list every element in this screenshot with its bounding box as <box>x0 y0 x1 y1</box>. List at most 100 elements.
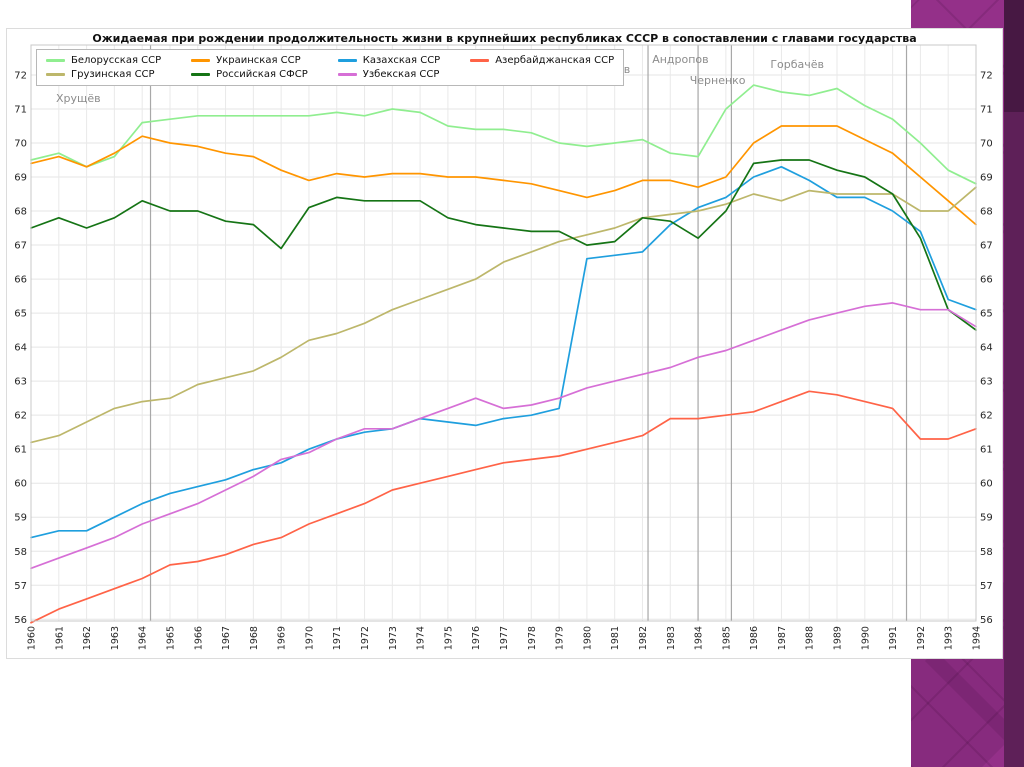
x-tick-label: 1967 <box>221 626 232 650</box>
legend-item: Грузинская ССР <box>46 69 161 80</box>
y-tick-label-left: 65 <box>14 309 27 320</box>
x-tick-label: 1974 <box>416 626 427 650</box>
series-line <box>30 159 977 331</box>
x-tick-label: 1987 <box>777 626 788 650</box>
legend-label: Казахская ССР <box>362 55 441 66</box>
x-tick-label: 1973 <box>388 626 399 650</box>
x-tick-label: 1986 <box>749 626 760 650</box>
y-tick-label-left: 61 <box>14 445 27 456</box>
x-tick-label: 1992 <box>916 626 927 650</box>
leader-label: Горбачёв <box>770 58 824 71</box>
x-tick-label: 1985 <box>721 626 732 650</box>
leader-label: Андропов <box>652 53 708 66</box>
legend-label: Узбекская ССР <box>362 69 440 80</box>
y-tick-label-right: 59 <box>980 513 993 524</box>
y-tick-label-left: 57 <box>14 581 27 592</box>
legend-item: Казахская ССР <box>337 55 441 66</box>
x-tick-label: 1989 <box>833 626 844 650</box>
chart-legend: Белорусская ССР Украинская ССР Казахская С… <box>36 49 625 86</box>
x-tick-label: 1964 <box>138 626 149 650</box>
x-tick-label: 1988 <box>805 626 816 650</box>
x-tick-label: 1972 <box>360 626 371 650</box>
chart-canvas: 56 56 57 57 58 58 59 59 60 60 61 61 62 62 63 63 64 64 65 65… <box>14 44 993 650</box>
x-tick-label: 1983 <box>666 626 677 650</box>
legend-label: Белорусская ССР <box>71 55 162 66</box>
x-tick-label: 1963 <box>110 626 121 650</box>
x-tick-label: 1965 <box>165 626 176 650</box>
legend-swatch <box>46 73 65 76</box>
legend-item: Азербайджанская ССР <box>470 55 614 66</box>
x-tick-label: 1990 <box>860 626 871 650</box>
legend-item: Узбекская ССР <box>337 69 440 80</box>
legend-swatch <box>337 59 357 62</box>
series-line <box>30 165 977 539</box>
x-tick-label: 1980 <box>582 626 593 650</box>
leader-label: Черненко <box>690 74 746 87</box>
x-tick-label: 1961 <box>54 626 65 650</box>
y-tick-label-right: 58 <box>980 547 993 558</box>
x-tick-label: 1968 <box>249 626 260 650</box>
legend-label: Грузинская ССР <box>71 69 155 80</box>
y-tick-label-right: 70 <box>980 138 993 149</box>
decor-band-strip <box>1004 0 1024 767</box>
legend-swatch <box>191 59 211 62</box>
x-tick-label: 1966 <box>193 626 204 650</box>
y-tick-label-right: 68 <box>980 207 993 218</box>
y-tick-label-left: 58 <box>14 547 27 558</box>
y-tick-label-right: 62 <box>980 411 993 422</box>
x-tick-label: 1969 <box>277 626 288 650</box>
x-tick-label: 1993 <box>944 626 955 650</box>
series-line <box>30 186 977 444</box>
x-tick-label: 1978 <box>527 626 538 650</box>
y-tick-label-right: 67 <box>980 241 993 252</box>
y-tick-label-left: 62 <box>14 411 27 422</box>
legend-label: Азербайджанская ССР <box>495 55 615 66</box>
x-tick-label: 1971 <box>332 626 343 650</box>
x-tick-label: 1984 <box>694 626 705 650</box>
y-tick-label-right: 71 <box>980 104 993 115</box>
chart-figure: Ожидаемая при рождении продолжительность… <box>6 28 1003 659</box>
legend-swatch <box>470 59 490 62</box>
x-tick-label: 1975 <box>443 626 454 650</box>
decor-band-corner <box>1004 0 1024 112</box>
series-line <box>30 302 977 570</box>
y-tick-label-right: 61 <box>980 445 993 456</box>
chart-title: Ожидаемая при рождении продолжительность… <box>92 32 917 45</box>
y-tick-label-right: 56 <box>980 615 993 626</box>
series-line <box>30 390 977 624</box>
y-tick-label-left: 68 <box>14 207 27 218</box>
y-tick-label-left: 63 <box>14 377 27 388</box>
y-tick-label-left: 72 <box>14 70 27 81</box>
y-tick-label-left: 64 <box>14 343 27 354</box>
x-tick-label: 1979 <box>555 626 566 650</box>
y-tick-label-left: 59 <box>14 513 27 524</box>
series-line <box>30 125 977 226</box>
y-tick-label-left: 70 <box>14 138 27 149</box>
leader-label: Хрущёв <box>56 92 101 105</box>
y-tick-label-left: 60 <box>14 479 27 490</box>
y-tick-label-right: 57 <box>980 581 993 592</box>
legend-swatch <box>191 73 211 76</box>
plot-frame <box>30 44 977 622</box>
x-tick-label: 1982 <box>638 626 649 650</box>
x-tick-label: 1994 <box>972 626 983 650</box>
x-tick-label: 1970 <box>304 626 315 650</box>
y-tick-label-left: 71 <box>14 104 27 115</box>
y-tick-label-right: 60 <box>980 479 993 490</box>
y-tick-label-left: 56 <box>14 615 27 626</box>
y-tick-label-left: 67 <box>14 241 27 252</box>
y-tick-label-left: 69 <box>14 173 27 184</box>
y-tick-label-right: 72 <box>980 70 993 81</box>
y-tick-label-right: 64 <box>980 343 993 354</box>
x-tick-label: 1960 <box>27 626 38 650</box>
legend-item: Белорусская ССР <box>46 55 161 66</box>
x-tick-label: 1977 <box>499 626 510 650</box>
x-tick-label: 1976 <box>471 626 482 650</box>
y-tick-label-right: 69 <box>980 173 993 184</box>
y-tick-label-right: 66 <box>980 275 993 286</box>
y-tick-label-left: 66 <box>14 275 27 286</box>
x-tick-label: 1981 <box>610 626 621 650</box>
legend-swatch <box>46 59 65 62</box>
x-tick-label: 1991 <box>888 626 899 650</box>
